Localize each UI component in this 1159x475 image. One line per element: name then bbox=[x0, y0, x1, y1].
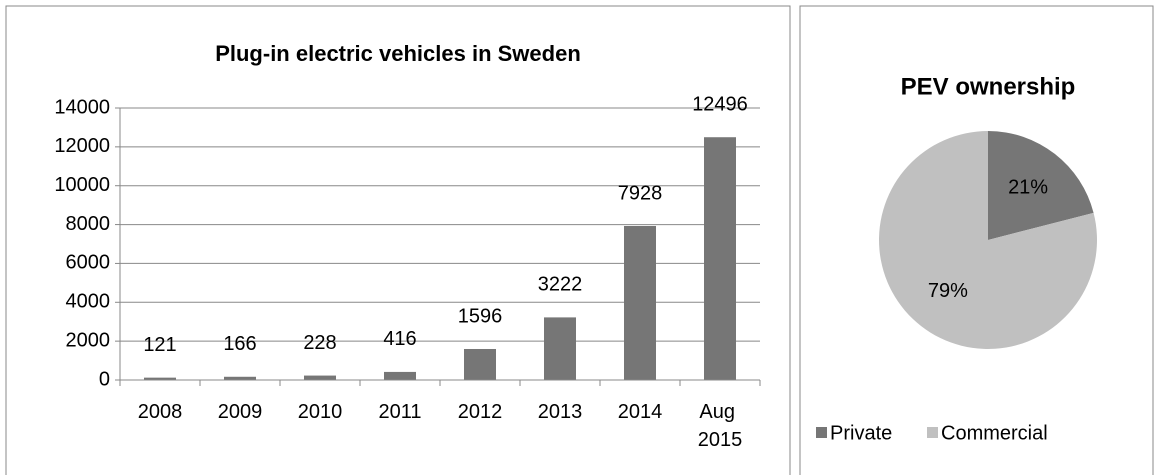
bar bbox=[544, 317, 576, 380]
y-tick-label: 6000 bbox=[66, 252, 111, 274]
x-tick-label: 2011 bbox=[378, 401, 421, 423]
value-label: 12496 bbox=[692, 94, 748, 116]
legend-swatch bbox=[927, 427, 938, 438]
pie-slice bbox=[988, 131, 1094, 240]
y-tick-label: 12000 bbox=[54, 135, 110, 157]
bar bbox=[464, 348, 496, 380]
chart-title: PEV ownership bbox=[901, 73, 1076, 100]
legend-label: Private bbox=[830, 422, 892, 444]
value-label: 228 bbox=[303, 332, 336, 354]
value-label: 7928 bbox=[618, 182, 663, 204]
x-tick-label: 2013 bbox=[538, 401, 583, 423]
legend-label: Commercial bbox=[941, 422, 1048, 444]
bar bbox=[144, 377, 176, 380]
legend-swatch bbox=[816, 427, 827, 438]
y-tick-label: 2000 bbox=[66, 329, 111, 351]
value-label: 3222 bbox=[538, 274, 583, 296]
bar bbox=[384, 371, 416, 380]
bar-panel bbox=[5, 5, 791, 475]
x-tick-label: 2008 bbox=[138, 401, 183, 423]
bar bbox=[704, 137, 736, 380]
value-label: 416 bbox=[383, 328, 416, 350]
y-tick-label: 0 bbox=[99, 368, 110, 390]
value-label: 121 bbox=[143, 334, 176, 356]
value-label: 21% bbox=[1008, 177, 1048, 199]
value-label: 166 bbox=[223, 333, 256, 355]
x-tick-label: 2010 bbox=[298, 401, 343, 423]
x-tick-label: 2012 bbox=[458, 401, 503, 423]
bar bbox=[304, 375, 336, 380]
bar bbox=[624, 225, 656, 380]
y-tick-label: 4000 bbox=[66, 291, 111, 313]
y-tick-label: 14000 bbox=[54, 96, 110, 118]
value-label: 79% bbox=[928, 280, 968, 302]
x-tick-label: 2014 bbox=[618, 401, 663, 423]
x-tick-label: Aug 2015 bbox=[698, 401, 743, 451]
value-label: 1596 bbox=[458, 305, 503, 327]
y-tick-label: 10000 bbox=[54, 174, 110, 196]
bar bbox=[224, 376, 256, 380]
pie-slice bbox=[878, 131, 1097, 349]
x-tick-label: 2009 bbox=[218, 401, 263, 423]
y-tick-label: 8000 bbox=[66, 213, 111, 235]
chart-title: Plug-in electric vehicles in Sweden bbox=[215, 41, 581, 66]
